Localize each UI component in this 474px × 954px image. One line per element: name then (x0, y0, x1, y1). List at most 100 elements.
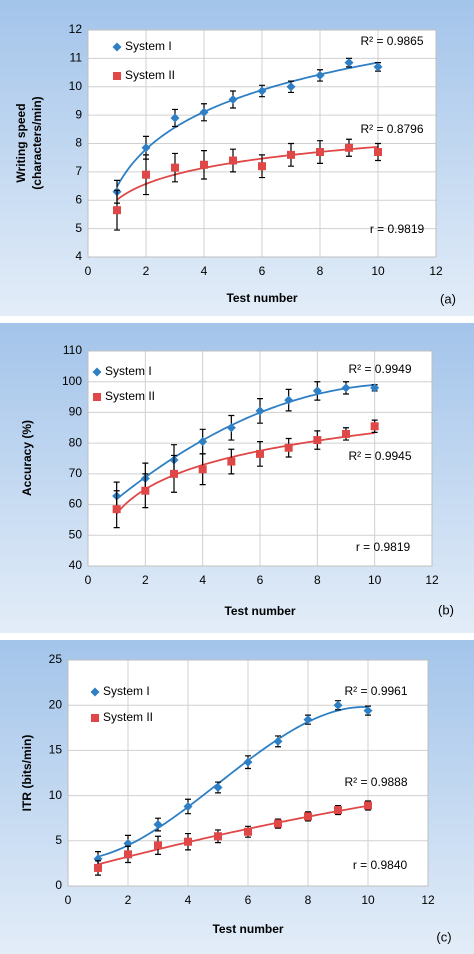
annotation: r = 0.9819 (370, 222, 425, 236)
legend-marker (113, 72, 121, 80)
x-tick-label: 2 (125, 893, 132, 907)
data-point (154, 841, 162, 850)
annotation: r = 0.9840 (353, 858, 408, 872)
data-point (370, 383, 380, 393)
legend-marker (92, 367, 102, 377)
y-tick-label: 50 (69, 527, 83, 541)
y-tick-label: 11 (70, 51, 83, 65)
x-tick-label: 6 (257, 573, 264, 587)
x-tick-label: 8 (317, 264, 324, 278)
data-point (286, 82, 296, 92)
data-point (344, 58, 354, 68)
data-point (255, 406, 265, 416)
legend-marker (112, 42, 122, 52)
data-point (303, 715, 313, 725)
data-point (274, 819, 282, 828)
data-point (313, 436, 322, 445)
data-point (141, 486, 150, 495)
x-tick-label: 4 (199, 573, 206, 587)
x-tick-label: 4 (185, 893, 192, 907)
data-point (370, 422, 379, 431)
y-tick-label: 40 (69, 558, 83, 572)
trend-line (116, 383, 375, 500)
annotation: r = 0.9819 (356, 540, 411, 554)
y-tick-label: 15 (49, 743, 63, 757)
data-point (342, 429, 350, 438)
data-point (198, 465, 207, 474)
data-point (284, 443, 293, 452)
legend-label: System II (103, 710, 153, 724)
x-tick-label: 12 (421, 893, 435, 907)
data-point (273, 736, 283, 746)
data-point (198, 437, 208, 447)
data-point (170, 113, 180, 123)
x-tick-label: 8 (305, 893, 312, 907)
trend-line (116, 61, 379, 188)
y-tick-label: 25 (49, 652, 63, 666)
data-point (284, 395, 294, 405)
data-point (304, 812, 312, 821)
legend-marker (91, 714, 99, 722)
data-point (171, 163, 179, 172)
trend-line (115, 432, 375, 515)
x-tick-label: 0 (65, 893, 72, 907)
y-tick-label: 12 (69, 22, 83, 36)
annotation: R² = 0.9961 (344, 684, 407, 698)
data-point (229, 156, 237, 165)
data-point (256, 449, 264, 458)
y-tick-label: 70 (69, 466, 83, 480)
data-point (113, 206, 121, 215)
x-tick-label: 12 (429, 264, 443, 278)
annotation: R² = 0.9888 (344, 775, 407, 789)
data-point (226, 423, 236, 433)
data-point (228, 95, 238, 105)
trend-line (116, 145, 379, 201)
y-axis-title: ITR (bits/min) (20, 735, 34, 812)
y-tick-label: 6 (75, 192, 82, 206)
data-point (184, 837, 192, 846)
data-point (341, 383, 351, 393)
data-point (153, 820, 163, 830)
y-tick-label: 10 (69, 79, 83, 93)
data-point (213, 782, 223, 792)
x-tick-label: 6 (259, 264, 266, 278)
data-point (287, 150, 295, 159)
data-point (345, 143, 353, 152)
x-tick-label: 2 (142, 573, 149, 587)
y-axis-title: (characters/min) (30, 96, 44, 189)
x-tick-label: 10 (361, 893, 375, 907)
y-tick-label: 8 (75, 136, 82, 150)
data-point (363, 706, 373, 716)
y-tick-label: 5 (75, 221, 82, 235)
y-tick-label: 0 (55, 878, 62, 892)
plot-border (67, 659, 429, 887)
legend-label: System II (125, 68, 175, 82)
data-point (243, 757, 253, 767)
y-tick-label: 9 (75, 107, 82, 121)
y-tick-label: 60 (69, 497, 83, 511)
data-point (244, 827, 252, 836)
x-tick-label: 4 (201, 264, 208, 278)
data-point (214, 832, 222, 841)
panel-label: (a) (440, 291, 456, 306)
data-point (183, 801, 193, 811)
legend-label: System I (105, 364, 152, 378)
data-point (374, 148, 382, 157)
y-tick-label: 80 (69, 435, 83, 449)
data-point (334, 806, 342, 815)
x-axis-title: Test number (226, 291, 297, 305)
annotation: R² = 0.8796 (360, 122, 423, 136)
data-point (112, 505, 121, 514)
plot-border (87, 350, 433, 567)
x-tick-label: 10 (368, 573, 382, 587)
y-tick-label: 4 (75, 249, 82, 263)
trend-line (97, 804, 369, 866)
legend-label: System II (105, 389, 155, 403)
data-point (142, 170, 150, 179)
y-tick-label: 10 (49, 788, 63, 802)
data-point (199, 107, 209, 117)
y-tick-label: 110 (63, 343, 82, 357)
data-point (315, 70, 325, 80)
legend-label: System I (103, 684, 150, 698)
